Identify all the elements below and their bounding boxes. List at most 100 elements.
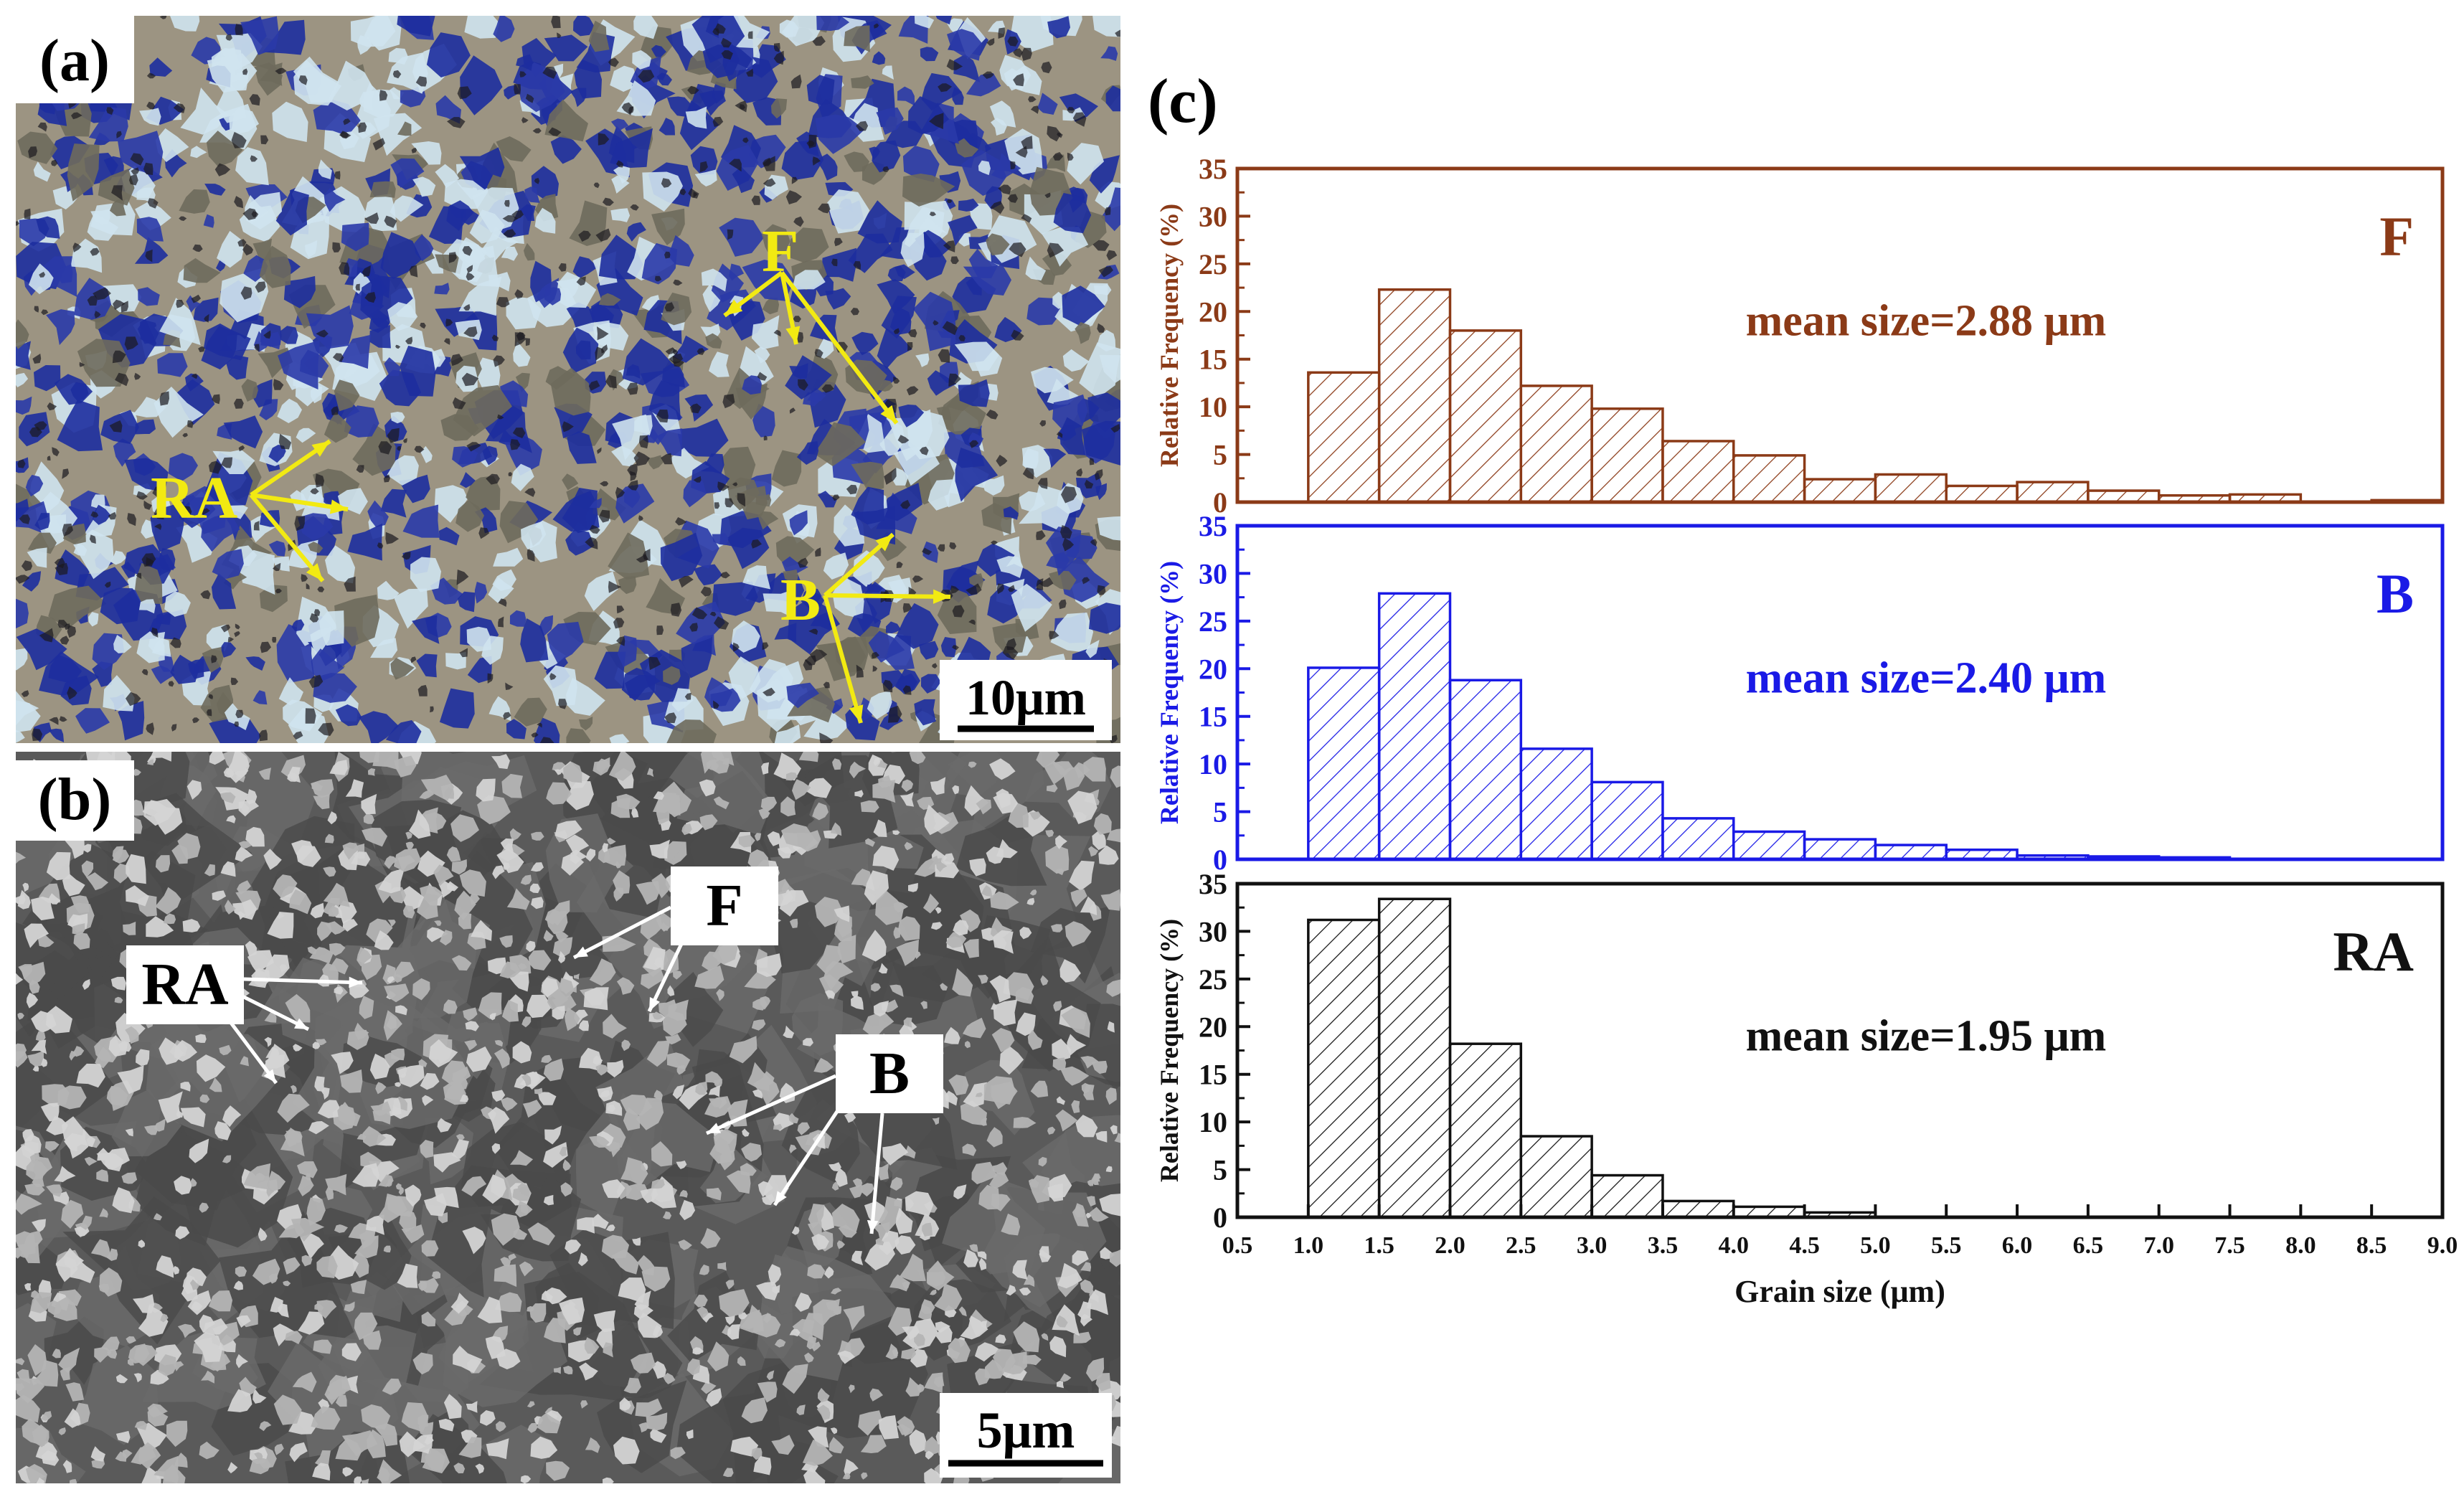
- grain-b-particle: [290, 1085, 297, 1094]
- grain-a-dark: [356, 465, 364, 473]
- grain-a: [193, 297, 219, 322]
- grain-b-particle: [273, 874, 298, 899]
- grain-b-particle: [849, 761, 867, 779]
- grain-b-particle: [565, 1239, 581, 1255]
- grain-a-dark: [377, 542, 384, 549]
- grain-a-dark: [638, 515, 643, 521]
- grain-b-particle: [1061, 1007, 1090, 1038]
- grain-b-particle: [495, 1292, 522, 1313]
- panel-b-micrograph-texture: [16, 752, 1120, 1483]
- grain-a: [311, 648, 344, 681]
- grain-b-particle: [920, 1299, 935, 1314]
- grain-a: [245, 192, 283, 230]
- y-tick-label-F: 10: [1199, 391, 1227, 423]
- grain-a: [438, 526, 460, 546]
- grain-b-particle: [1095, 1373, 1111, 1392]
- annotation-arrow-B: [823, 595, 863, 724]
- annotation-arrow-RA: [249, 493, 325, 582]
- grain-b-particle: [383, 1010, 402, 1041]
- grain-b-particle: [636, 1097, 664, 1130]
- grain-b-particle: [953, 920, 969, 936]
- grain-a: [136, 631, 165, 663]
- x-tick-label: 6.5: [2073, 1232, 2104, 1259]
- grain-b-particle: [1023, 1274, 1035, 1287]
- grain-b-particle: [944, 1026, 960, 1044]
- grain-a: [524, 186, 540, 203]
- panel-b-label-F-box: [671, 866, 778, 945]
- grain-a-dark: [589, 524, 600, 534]
- grain-a: [867, 690, 892, 719]
- grain-b-particle: [144, 1125, 158, 1135]
- grain-b-particle: [166, 1420, 188, 1447]
- grain-b-particle: [830, 1427, 838, 1435]
- grain-b-particle: [69, 1050, 77, 1061]
- grain-b-particle: [632, 1237, 641, 1246]
- grain-a-dark: [130, 153, 144, 166]
- grain-a-dark: [948, 373, 961, 387]
- grain-a-dark: [896, 562, 903, 568]
- grain-a-dark: [395, 344, 401, 349]
- grain-b-particle: [394, 755, 417, 778]
- grain-a-dark: [525, 93, 534, 103]
- grain-a-dark: [415, 76, 427, 87]
- grain-a: [927, 479, 953, 511]
- grain-b-particle: [851, 991, 859, 998]
- grain-a-dark: [1052, 152, 1064, 161]
- grain-b-particle: [681, 823, 692, 836]
- grain-b-particle: [1069, 860, 1095, 891]
- grain-a-dark: [505, 682, 514, 690]
- grain-b-particle: [849, 1384, 855, 1394]
- grain-a-dark: [831, 258, 838, 267]
- grain-a-dark: [713, 700, 719, 709]
- grain-b-particle: [798, 752, 819, 762]
- grain-b-particle: [461, 1176, 487, 1196]
- grain-a-dark: [599, 481, 609, 487]
- grain-b-particle: [960, 1100, 987, 1126]
- grain-b-particle: [560, 1182, 573, 1197]
- grain-a: [550, 367, 591, 416]
- grain-a-dark: [1104, 207, 1111, 216]
- grain-b-particle: [914, 1333, 925, 1347]
- grain-a-dark: [664, 712, 676, 724]
- grain-b-particle: [699, 779, 716, 797]
- grain-b-particle: [226, 815, 236, 823]
- grain-a: [308, 542, 324, 554]
- grain-b-particle: [437, 1118, 452, 1133]
- grain-b-particle: [25, 1464, 47, 1483]
- grain-a-dark: [62, 524, 73, 537]
- grain-a-dark: [497, 414, 504, 420]
- grain-a-dark: [1013, 73, 1024, 87]
- grain-a-dark: [145, 249, 153, 263]
- grain-b-particle: [889, 984, 904, 997]
- grain-a: [474, 582, 488, 604]
- grain-a-dark: [751, 539, 762, 549]
- grain-a: [499, 501, 539, 544]
- grain-b-particle: [992, 1349, 1016, 1371]
- grain-a: [763, 589, 796, 620]
- grain-a-dark: [21, 690, 29, 697]
- grain-a: [610, 128, 653, 168]
- grain-a: [732, 166, 755, 194]
- grain-a-dark: [308, 674, 324, 689]
- grain-b-particle: [354, 1476, 362, 1483]
- grain-b-particle: [258, 1227, 268, 1242]
- grain-a: [297, 513, 334, 541]
- grain-b-particle: [773, 1123, 783, 1130]
- grain-a-dark: [1109, 735, 1118, 743]
- grain-a: [757, 511, 779, 530]
- grain-a-dark: [906, 386, 919, 396]
- grain-a-dark: [463, 326, 478, 337]
- grain-a-dark: [498, 598, 507, 607]
- grain-b-particle: [991, 1028, 1015, 1053]
- grain-a: [781, 139, 824, 180]
- grain-b-particle: [325, 1186, 334, 1201]
- grain-b-particle: [209, 1077, 222, 1092]
- grain-a: [319, 610, 344, 646]
- grain-b-particle: [563, 1366, 573, 1374]
- bar-F-6: [2016, 481, 2090, 504]
- grain-b-particle: [901, 1347, 916, 1360]
- grain-a-dark: [136, 572, 142, 580]
- grain-b-particle: [346, 1029, 369, 1050]
- grain-b-particle: [621, 1039, 631, 1052]
